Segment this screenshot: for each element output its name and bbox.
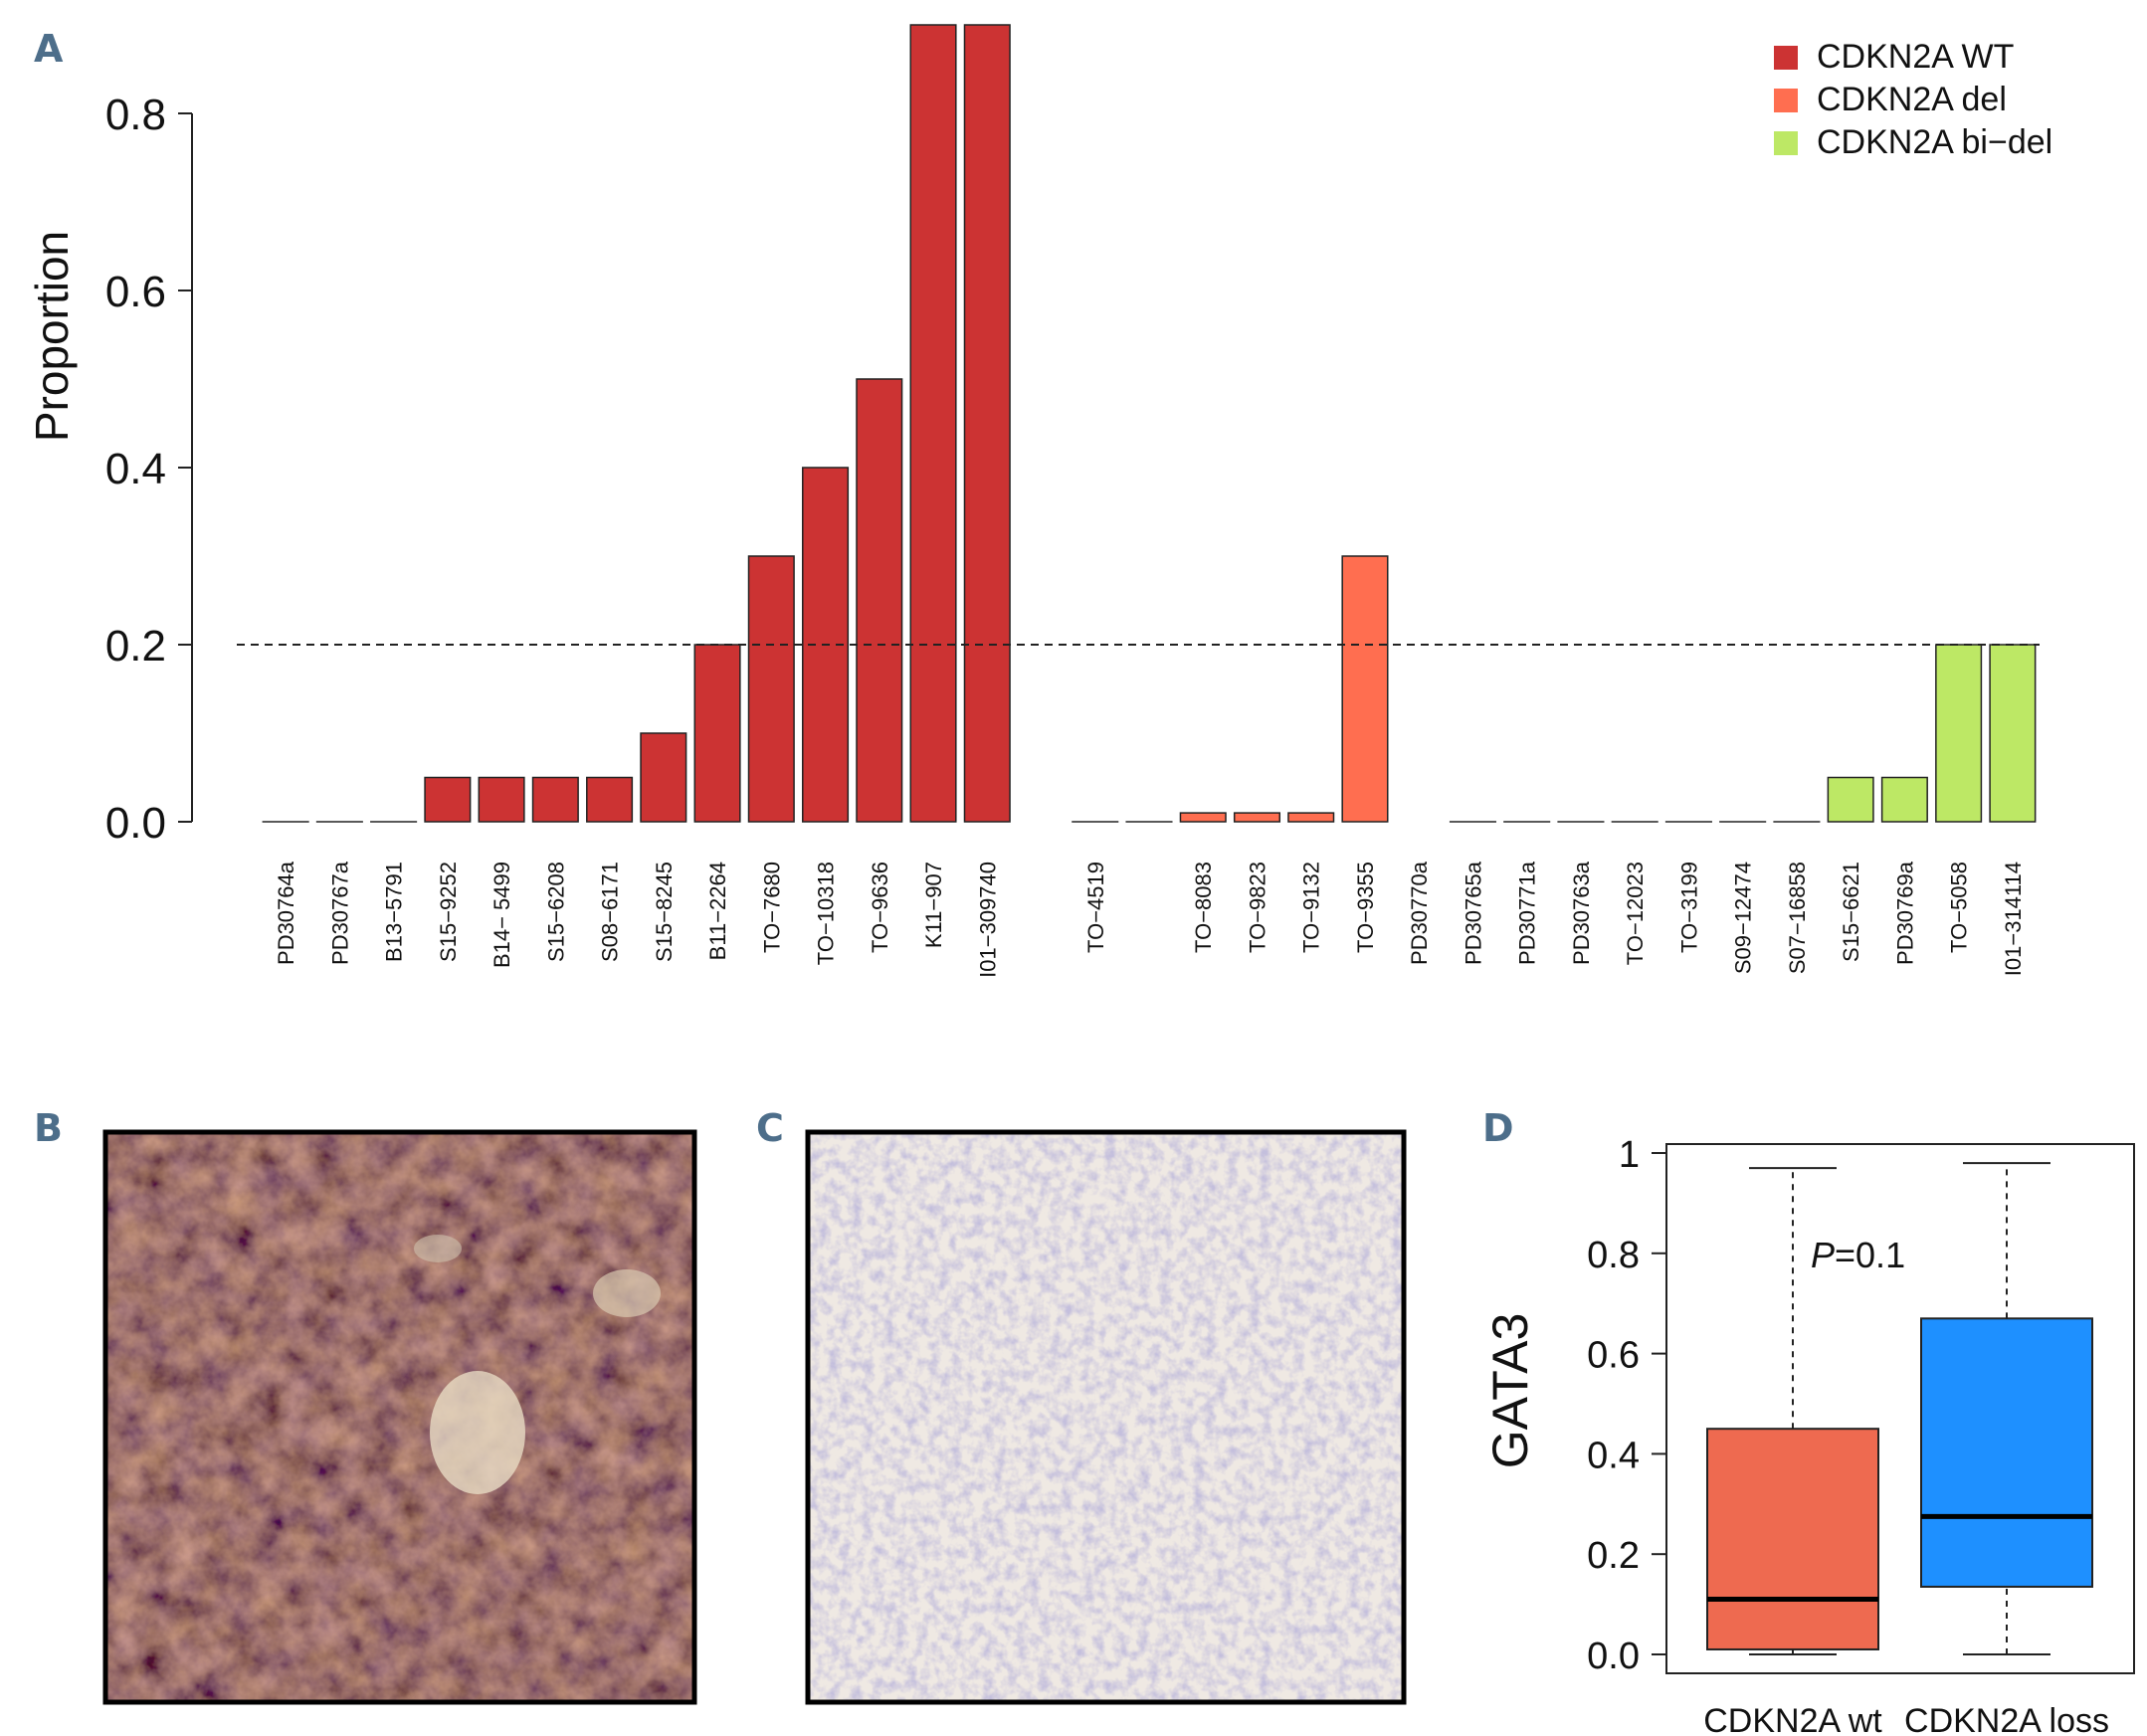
- panel-b-ihc-image: B: [34, 1106, 697, 1705]
- x-tick-label: TO−12023: [1623, 862, 1648, 965]
- box-cdkn2a-wt: [1706, 1167, 1879, 1655]
- y-tick-label: 0.6: [105, 268, 166, 316]
- legend-swatch: [1774, 131, 1798, 155]
- panel-c-ihc-image: C: [756, 1106, 1407, 1705]
- x-tick-label: S15−8245: [652, 862, 677, 962]
- panel-a-letter: A: [34, 27, 64, 71]
- y-tick-label: 1: [1619, 1134, 1640, 1176]
- box-y-axis: 0.0 0.2 0.4 0.6 0.8 1: [1587, 1134, 1666, 1677]
- x-tick-label: TO−5058: [1947, 862, 1972, 953]
- bar: [747, 555, 795, 823]
- x-tick-label: TO−7680: [759, 862, 784, 953]
- x-tick-label: PD30771a: [1515, 861, 1540, 965]
- panel-d-letter: D: [1482, 1106, 1514, 1150]
- x-tick-label: S08−6171: [598, 862, 623, 962]
- x-tick-label: PD30769a: [1892, 861, 1917, 965]
- y-tick-label: 0.8: [105, 91, 166, 139]
- legend-swatch: [1774, 89, 1798, 112]
- x-tick-label: TO−8083: [1191, 862, 1216, 953]
- x-tick-label: S15−6621: [1839, 862, 1863, 962]
- bar: [1989, 644, 2037, 823]
- x-tick-label: TO−4519: [1083, 862, 1108, 953]
- x-tick-label: K11−907: [921, 862, 946, 948]
- legend-label: CDKN2A bi−del: [1817, 123, 2052, 161]
- x-tick-label: S07−16858: [1785, 862, 1810, 974]
- x-tick-label: TO−10318: [814, 862, 839, 965]
- x-category-label: CDKN2A loss: [1904, 1702, 2109, 1736]
- panel-a-bar-chart: A Proportion 0.00.20.40.60.8 PD30764a PD3…: [26, 24, 2052, 978]
- y-tick-label: 0.6: [1587, 1335, 1640, 1377]
- y-tick-label: 0.4: [105, 445, 166, 493]
- x-tick-label: PD30765a: [1461, 861, 1485, 965]
- x-tick-label: B14− 5499: [489, 862, 514, 968]
- bar: [693, 644, 741, 823]
- y-axis-label: Proportion: [26, 231, 78, 442]
- legend-swatch: [1774, 46, 1798, 70]
- bar: [1935, 644, 1983, 823]
- box-series: [1706, 1162, 2093, 1655]
- y-tick-label: 0.2: [105, 622, 166, 671]
- x-tick-label: B11−2264: [705, 862, 730, 960]
- bar: [1341, 555, 1389, 823]
- bar: [1233, 812, 1281, 823]
- bar: [909, 24, 957, 823]
- x-tick-label: PD30770a: [1407, 861, 1432, 965]
- x-tick-label: I01−314114: [2001, 862, 2026, 976]
- bar: [1287, 812, 1335, 823]
- legend: CDKN2A WT CDKN2A del CDKN2A bi−del: [1774, 38, 2052, 161]
- bar: [1880, 776, 1928, 823]
- iqr-box: [1920, 1317, 2093, 1588]
- ihc-negative-staining-image: [805, 1129, 1407, 1705]
- box-cdkn2a-loss: [1920, 1162, 2093, 1655]
- y-tick-label: 0.2: [1587, 1535, 1640, 1577]
- x-tick-label: TO−9823: [1245, 862, 1269, 953]
- y-axis: 0.0 0.2 0.4 0.6 0.8: [105, 91, 193, 848]
- x-tick-labels: PD30764a PD30767a B13−5791 S15−9252 B14− 549…: [274, 861, 2026, 978]
- bar: [640, 732, 687, 823]
- panel-d-box-plot: D GATA3 0.00.20.40.60.81 CDKN2A wt CDKN2A…: [1482, 1106, 2135, 1736]
- bar: [586, 776, 634, 823]
- x-tick-label: S09−12474: [1731, 862, 1756, 974]
- p-value-annotation: P=0.1: [1811, 1235, 1905, 1275]
- bar: [1179, 812, 1227, 823]
- x-category-label: CDKN2A wt: [1703, 1702, 1882, 1736]
- panel-c-letter: C: [756, 1106, 784, 1150]
- y-tick-label: 0.8: [1587, 1235, 1640, 1276]
- x-tick-label: S15−9252: [436, 862, 461, 962]
- y-tick-label: 0.4: [1587, 1435, 1640, 1476]
- bar: [424, 776, 472, 823]
- panel-b-letter: B: [34, 1106, 63, 1150]
- x-tick-label: S15−6208: [543, 862, 568, 962]
- y-tick-label: 0.0: [105, 799, 166, 848]
- x-tick-label: TO−9636: [868, 862, 892, 953]
- plot-frame: [1665, 1143, 2135, 1674]
- y-tick-label: 0.0: [1587, 1636, 1640, 1677]
- bar: [478, 776, 525, 823]
- bar: [1827, 776, 1874, 823]
- bar: [531, 776, 579, 823]
- legend-label: CDKN2A del: [1817, 81, 2007, 118]
- bar: [856, 378, 903, 823]
- x-tick-label: TO−3199: [1676, 862, 1701, 953]
- gata3-axis-label: GATA3: [1482, 1313, 1538, 1469]
- bar-series: [262, 24, 2037, 823]
- box-x-labels: CDKN2A wt CDKN2A loss: [1703, 1702, 2109, 1736]
- x-tick-label: PD30764a: [274, 861, 298, 965]
- x-tick-label: TO−9132: [1299, 862, 1324, 953]
- iqr-box: [1706, 1428, 1879, 1650]
- x-tick-label: PD30763a: [1569, 861, 1594, 965]
- x-tick-label: PD30767a: [327, 861, 352, 965]
- legend-label: CDKN2A WT: [1817, 38, 2014, 76]
- x-tick-label: B13−5791: [382, 862, 407, 962]
- x-tick-label: I01−309740: [975, 862, 1000, 978]
- ihc-strong-staining-image: [102, 1129, 697, 1705]
- bar: [963, 24, 1011, 823]
- x-tick-label: TO−9355: [1353, 862, 1378, 953]
